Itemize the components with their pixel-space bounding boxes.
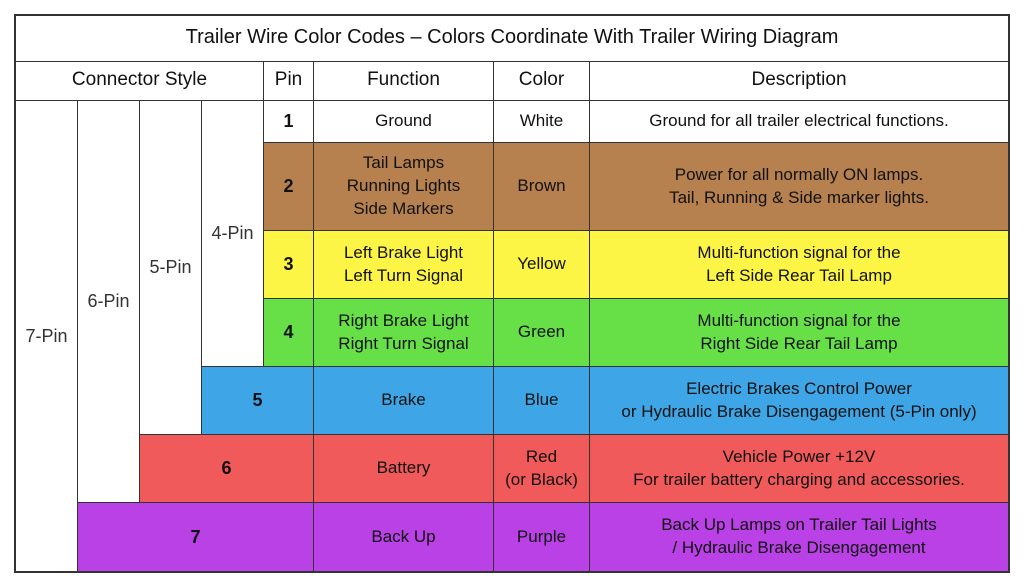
header-pin: Pin	[264, 62, 314, 100]
color-3: Yellow	[494, 231, 590, 299]
wire-code-table: Trailer Wire Color Codes – Colors Coordi…	[14, 14, 1010, 573]
function-1: Ground	[314, 101, 494, 143]
table-body: 7-Pin 6-Pin 5-Pin 4-Pin 1 Ground White G…	[16, 101, 1008, 571]
function-7: Back Up	[314, 503, 494, 571]
connector-6pin: 6-Pin	[78, 101, 140, 503]
pin-7: 7	[78, 503, 314, 571]
description-6: Vehicle Power +12VFor trailer battery ch…	[590, 435, 1008, 503]
function-3: Left Brake LightLeft Turn Signal	[314, 231, 494, 299]
pin-5: 5	[202, 367, 314, 435]
description-5: Electric Brakes Control Poweror Hydrauli…	[590, 367, 1008, 435]
description-3: Multi-function signal for theLeft Side R…	[590, 231, 1008, 299]
color-6: Red(or Black)	[494, 435, 590, 503]
connector-4pin: 4-Pin	[202, 101, 264, 367]
connector-5pin: 5-Pin	[140, 101, 202, 435]
pin-4: 4	[264, 299, 314, 367]
table-header-row: Connector Style Pin Function Color Descr…	[16, 62, 1008, 101]
pin-1: 1	[264, 101, 314, 143]
color-2: Brown	[494, 143, 590, 231]
pin-6: 6	[140, 435, 314, 503]
table-title: Trailer Wire Color Codes – Colors Coordi…	[16, 16, 1008, 62]
color-5: Blue	[494, 367, 590, 435]
connector-7pin: 7-Pin	[16, 101, 78, 571]
color-4: Green	[494, 299, 590, 367]
color-1: White	[494, 101, 590, 143]
description-2: Power for all normally ON lamps.Tail, Ru…	[590, 143, 1008, 231]
description-1: Ground for all trailer electrical functi…	[590, 101, 1008, 143]
function-4: Right Brake LightRight Turn Signal	[314, 299, 494, 367]
function-5: Brake	[314, 367, 494, 435]
header-connector-style: Connector Style	[16, 62, 264, 100]
header-description: Description	[590, 62, 1008, 100]
pin-2: 2	[264, 143, 314, 231]
function-2: Tail LampsRunning LightsSide Markers	[314, 143, 494, 231]
header-color: Color	[494, 62, 590, 100]
color-7: Purple	[494, 503, 590, 571]
description-4: Multi-function signal for theRight Side …	[590, 299, 1008, 367]
pin-3: 3	[264, 231, 314, 299]
header-function: Function	[314, 62, 494, 100]
description-7: Back Up Lamps on Trailer Tail Lights/ Hy…	[590, 503, 1008, 571]
function-6: Battery	[314, 435, 494, 503]
